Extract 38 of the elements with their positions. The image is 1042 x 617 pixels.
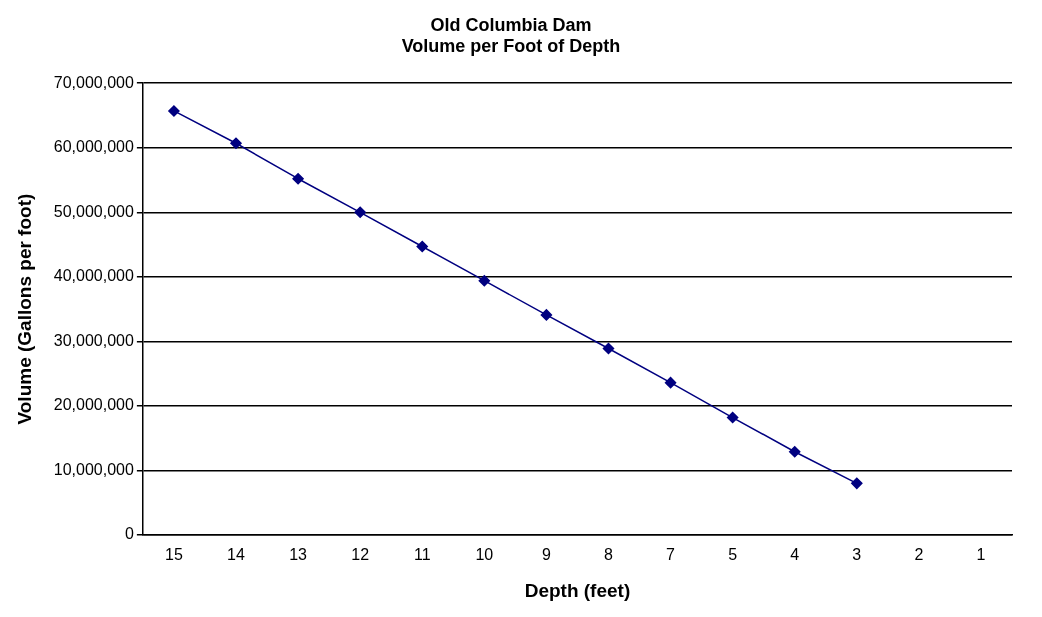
y-tick-label: 70,000,000 bbox=[53, 73, 134, 91]
text: Old Columbia Dam bbox=[430, 14, 592, 35]
point bbox=[354, 206, 366, 219]
y-tick-label: 50,000,000 bbox=[53, 202, 134, 220]
x-tick-label: 4 bbox=[790, 546, 800, 564]
point bbox=[851, 477, 863, 490]
y-tick-label: 30,000,000 bbox=[53, 331, 134, 349]
x-tick-label: 1 bbox=[976, 546, 986, 564]
x-tick-label: 10 bbox=[475, 546, 494, 564]
x-axis-title: Depth (feet) bbox=[524, 579, 631, 601]
point bbox=[664, 376, 677, 389]
y-axis-title: Volume (Gallons per foot) bbox=[13, 193, 35, 425]
y-tick-label: 10,000,000 bbox=[53, 460, 134, 478]
y-tick-label: 20,000,000 bbox=[53, 396, 134, 414]
point bbox=[230, 137, 242, 149]
x-tick-label: 15 bbox=[165, 546, 183, 564]
y-tick-label: 40,000,000 bbox=[53, 267, 134, 285]
x-tick-label: 3 bbox=[852, 546, 862, 564]
point bbox=[168, 105, 180, 117]
x-tick-label: 12 bbox=[351, 546, 370, 564]
x-tick-label: 2 bbox=[914, 546, 924, 564]
point bbox=[540, 309, 553, 321]
x-tick-label: 11 bbox=[413, 546, 431, 564]
y-tick-label: 60,000,000 bbox=[53, 138, 134, 156]
point bbox=[292, 172, 304, 185]
x-tick-label: 14 bbox=[227, 546, 245, 564]
point bbox=[602, 342, 615, 355]
x-tick-label: 13 bbox=[289, 546, 308, 564]
y-tick-label: 0 bbox=[124, 525, 134, 543]
x-tick-label: 8 bbox=[604, 546, 614, 564]
point bbox=[788, 445, 801, 458]
x-tick-label: 5 bbox=[728, 546, 738, 564]
text: Volume per Foot of Depth bbox=[401, 36, 621, 57]
point bbox=[726, 411, 739, 424]
x-tick-label: 9 bbox=[541, 546, 551, 564]
point bbox=[416, 240, 428, 253]
x-tick-label: 7 bbox=[666, 546, 676, 564]
point bbox=[478, 274, 491, 287]
